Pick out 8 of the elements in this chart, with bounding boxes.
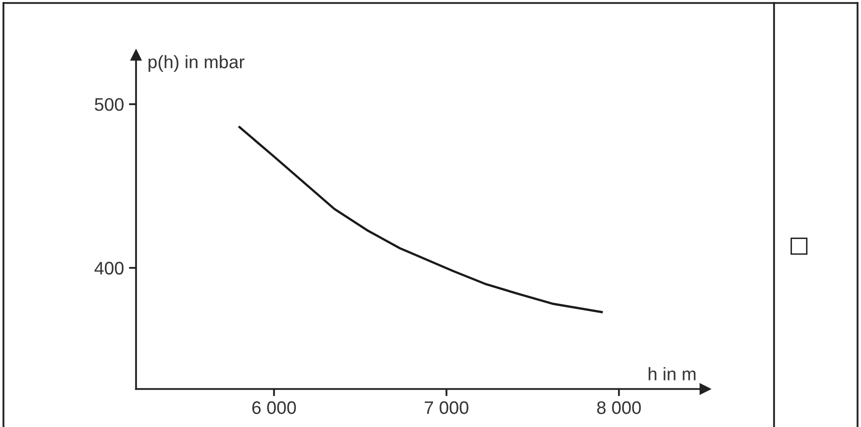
x-tick-label: 8 000 (597, 401, 641, 414)
y-tick-label: 500 (94, 98, 124, 111)
line-series (238, 126, 603, 314)
x-tick-label: 7 000 (424, 401, 468, 414)
x-axis-title: h in m (648, 367, 696, 380)
y-tick-label: 400 (94, 262, 124, 275)
x-tick-label: 6 000 (252, 401, 296, 414)
y-axis-title: p(h) in mbar (148, 55, 244, 72)
